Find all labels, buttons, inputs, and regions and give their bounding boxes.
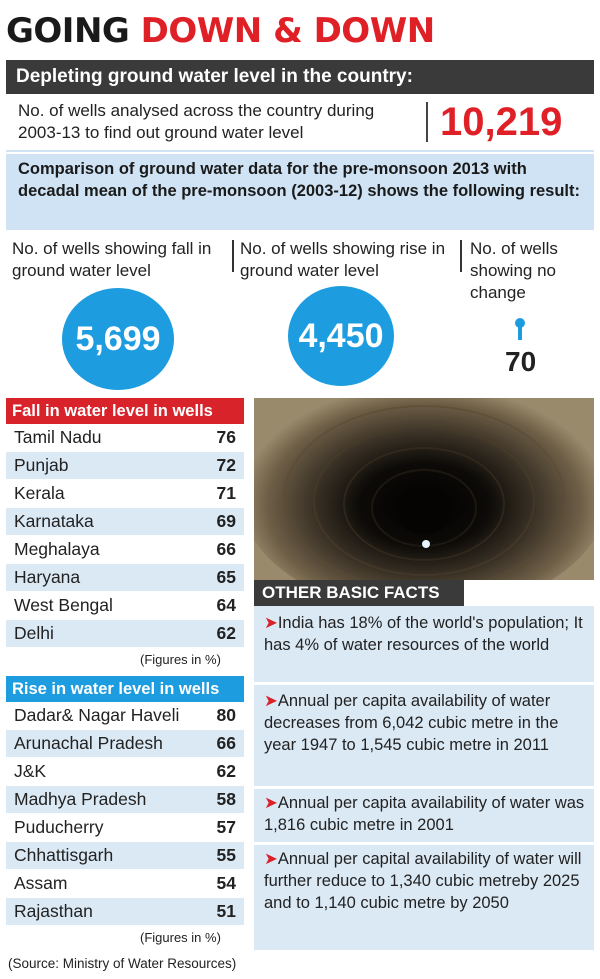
fact-item: ➤India has 18% of the world's population… [264, 614, 583, 654]
table-row: Meghalaya 66 [6, 536, 244, 564]
divider-line [254, 786, 594, 789]
fall-figures-note: (Figures in %) [140, 652, 221, 667]
arrow-icon: ➤ [264, 614, 278, 632]
arrow-icon: ➤ [264, 794, 278, 812]
table-row: Puducherry 57 [6, 814, 244, 842]
fall-wells-circle: 5,699 [62, 288, 174, 390]
table-row: Karnataka 69 [6, 508, 244, 536]
table-row: Chhattisgarh 55 [6, 842, 244, 870]
table-row: Arunachal Pradesh 66 [6, 730, 244, 758]
wells-analysed-box: No. of wells analysed across the country… [6, 94, 594, 152]
wells-analysed-text: No. of wells analysed across the country… [18, 101, 375, 142]
pin-icon [515, 318, 525, 340]
subheading-bar: Depleting ground water level in the coun… [6, 60, 594, 94]
wells-analysed-count: 10,219 [440, 100, 563, 144]
table-row: Haryana 65 [6, 564, 244, 592]
divider-line [232, 240, 234, 272]
rise-figures-note: (Figures in %) [140, 930, 221, 945]
fall-table-header: Fall in water level in wells [6, 398, 244, 424]
table-row: Rajasthan 51 [6, 898, 244, 926]
table-row: Delhi 62 [6, 620, 244, 648]
fact-item: ➤Annual per capita availability of water… [264, 794, 585, 834]
rise-wells-label: No. of wells showing rise in ground wate… [240, 239, 446, 280]
rise-table: Dadar& Nagar Haveli 80 Arunachal Pradesh 6… [6, 702, 244, 926]
divider-line [254, 842, 594, 845]
table-row: Tamil Nadu 76 [6, 424, 244, 452]
fall-table: Tamil Nadu 76 Punjab 72 Kerala 71 Karnataka… [6, 424, 244, 648]
page-title: GOING DOWN & DOWN [6, 6, 435, 56]
rise-wells-circle: 4,450 [288, 286, 394, 386]
source-note: (Source: Ministry of Water Resources) [8, 956, 237, 971]
fact-item: ➤Annual per capital availability of wate… [264, 850, 582, 912]
title-part-2: DOWN & DOWN [140, 11, 436, 51]
table-row: Kerala 71 [6, 480, 244, 508]
table-row: J&K 62 [6, 758, 244, 786]
rise-table-header: Rise in water level in wells [6, 676, 244, 702]
comparison-text: Comparison of ground water data for the … [6, 154, 594, 230]
arrow-icon: ➤ [264, 692, 278, 710]
facts-header: OTHER BASIC FACTS [254, 580, 464, 606]
fact-item: ➤Annual per capita availability of water… [264, 692, 559, 754]
table-row: Madhya Pradesh 58 [6, 786, 244, 814]
facts-panel: ➤India has 18% of the world's population… [254, 606, 594, 950]
title-part-1: GOING [6, 11, 141, 51]
divider-line [426, 102, 428, 142]
table-row: West Bengal 64 [6, 592, 244, 620]
table-row: Dadar& Nagar Haveli 80 [6, 702, 244, 730]
arrow-icon: ➤ [264, 850, 278, 868]
no-change-wells-label: No. of wells showing no change [470, 239, 558, 302]
fall-wells-label: No. of wells showing fall in ground wate… [12, 239, 212, 280]
table-row: Assam 54 [6, 870, 244, 898]
well-photo [254, 398, 594, 580]
divider-line [460, 240, 462, 272]
divider-line [254, 682, 594, 685]
table-row: Punjab 72 [6, 452, 244, 480]
no-change-wells-value: 70 [505, 346, 537, 377]
